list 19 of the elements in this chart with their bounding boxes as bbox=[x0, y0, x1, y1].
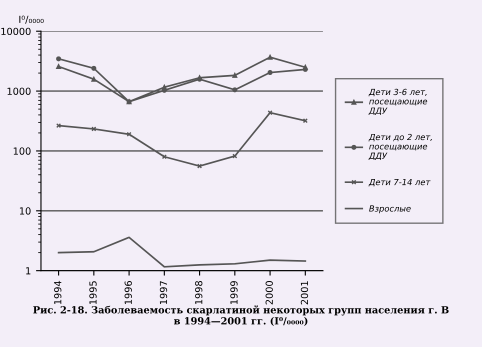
legend-label: Дети 3-6 лет, посещающие ДДУ bbox=[368, 88, 428, 115]
x-tick-label: 1996 bbox=[124, 280, 132, 304]
x-tick-label: 1994 bbox=[54, 280, 62, 304]
x-tick-label: 1997 bbox=[160, 281, 168, 304]
x-tick-label: 1998 bbox=[195, 281, 202, 304]
y-tick-label: 10 bbox=[20, 207, 31, 215]
legend-label: Дети до 2 лет, посещающие ДДУ bbox=[368, 134, 432, 160]
x-tick-label: 1995 bbox=[89, 281, 97, 304]
y-axis-title: I⁰/₀₀₀₀ bbox=[19, 16, 44, 24]
x-tick-label: 1999 bbox=[230, 281, 238, 304]
x-tick-label: 2001 bbox=[300, 281, 308, 304]
legend-label: Взрослые bbox=[369, 205, 411, 214]
text: Рис. 2-18. Заболеваемость скарлатиной некоторых групп населения г. В в 1994—2001 гг. (I⁰/₀₀₀₀) bbox=[33, 305, 449, 326]
y-tick-label: 100 bbox=[14, 147, 31, 155]
y-tick-label: 1 bbox=[26, 267, 30, 274]
x-tick-label: 2000 bbox=[266, 281, 273, 304]
y-tick-label: 1000 bbox=[8, 88, 31, 95]
y-tick-label: 10000 bbox=[1, 28, 31, 36]
legend-label: Дети 7-14 лет bbox=[368, 179, 431, 186]
